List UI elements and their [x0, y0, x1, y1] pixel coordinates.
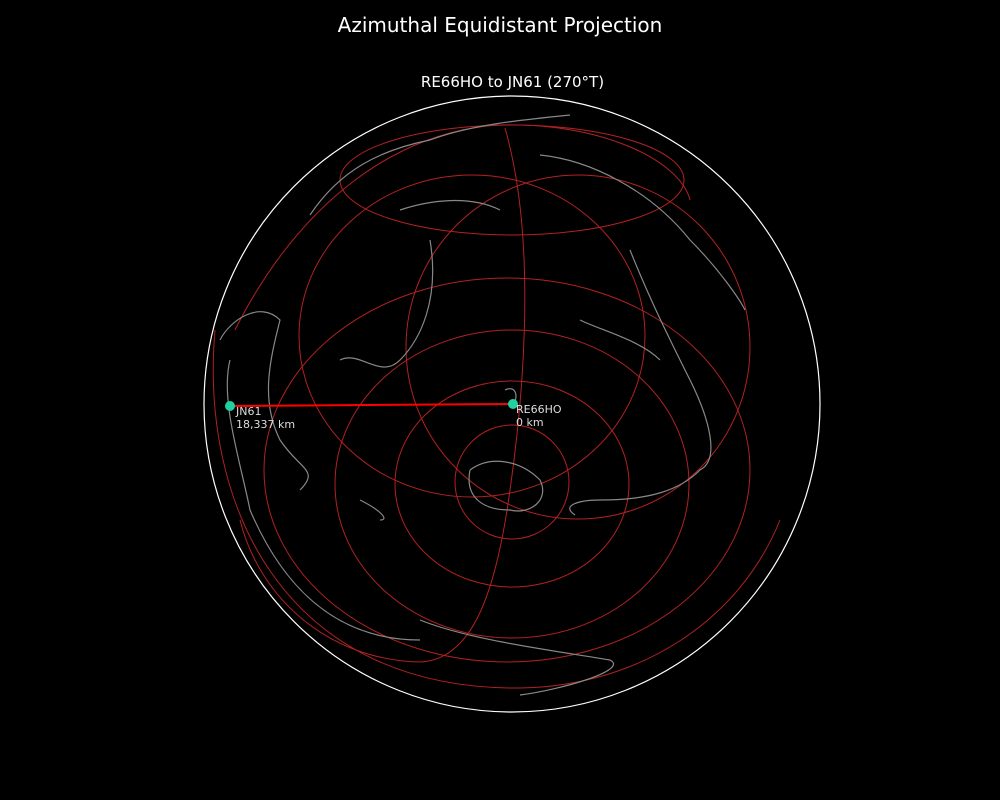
meridian: [239, 127, 526, 663]
figure-title: Azimuthal Equidistant Projection: [337, 13, 663, 37]
range-ring: [263, 277, 751, 663]
destination-distance: 18,337 km: [236, 418, 296, 431]
graticule-line: [405, 174, 751, 520]
map-boundary: [203, 95, 821, 713]
map-subtitle: RE66HO to JN61 (270°T): [420, 73, 605, 91]
origin-label: RE66HO 0 km: [516, 403, 562, 429]
great-circle-path: [229, 403, 514, 407]
destination-name: JN61: [236, 405, 262, 418]
destination-marker[interactable]: [225, 401, 235, 411]
origin-name: RE66HO: [516, 403, 562, 416]
coastlines: [219, 114, 746, 696]
range-ring: [454, 424, 570, 540]
origin-marker[interactable]: [508, 399, 518, 409]
graticule-line: [298, 174, 646, 498]
range-ring: [394, 380, 630, 588]
range-ring: [334, 329, 690, 639]
destination-label: JN61 18,337 km: [236, 405, 295, 431]
graticule-line: [339, 124, 685, 236]
graticule-line: [212, 329, 781, 689]
origin-distance: 0 km: [516, 416, 544, 429]
